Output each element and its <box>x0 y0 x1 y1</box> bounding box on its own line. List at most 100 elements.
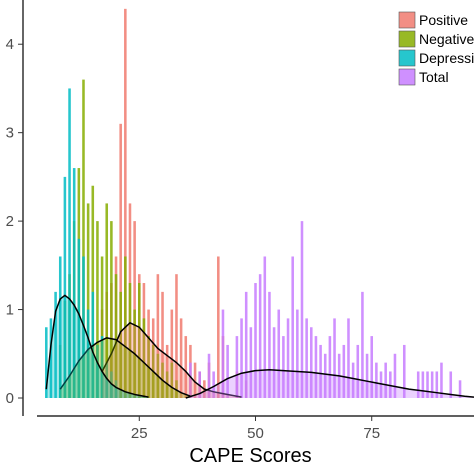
density-area-positive <box>102 322 242 398</box>
bar-total-42 <box>416 371 420 398</box>
bar-positive-6 <box>124 8 127 398</box>
density-line-depression <box>45 294 149 398</box>
legend-label-depression: Depression <box>419 50 474 66</box>
y-tick-label: 1 <box>6 302 14 319</box>
bar-depression-15 <box>114 380 118 398</box>
bar-depression-4 <box>63 176 67 398</box>
bar-total-45 <box>430 371 434 398</box>
bar-positive-16 <box>170 309 174 398</box>
y-axis-ticks: 0 1 2 3 4 <box>6 36 23 407</box>
bar-positive-25 <box>217 256 220 398</box>
bar-total-23 <box>314 336 318 398</box>
bar-total-13 <box>268 291 271 398</box>
legend-label-total: Total <box>419 69 449 85</box>
bar-negative-18 <box>142 318 146 398</box>
y-tick-label: 3 <box>6 125 14 142</box>
bar-total-41 <box>402 344 406 398</box>
bar-total-29 <box>342 344 346 398</box>
bar-total-30 <box>347 318 350 398</box>
bar-total-16 <box>282 336 285 398</box>
bar-total-6 <box>235 336 239 398</box>
bar-depression-5 <box>68 88 71 398</box>
bar-total-11 <box>258 274 262 398</box>
legend-label-negative: Negative <box>419 31 474 47</box>
x-axis-ticks: 25 50 75 <box>131 416 380 442</box>
bar-total-49 <box>458 380 462 398</box>
density-line-negative <box>59 337 191 397</box>
bar-total-46 <box>435 371 439 398</box>
bar-total-5 <box>226 344 229 398</box>
bar-total-4 <box>221 309 225 398</box>
bar-total-24 <box>319 344 322 398</box>
legend-swatch-depression <box>398 49 416 67</box>
bar-total-34 <box>365 353 369 398</box>
bar-total-15 <box>277 309 281 398</box>
bar-total-17 <box>286 318 290 398</box>
bar-total-39 <box>389 371 392 398</box>
bar-total-47 <box>440 362 443 398</box>
x-tick-label: 25 <box>131 425 148 442</box>
bar-depression-3 <box>58 256 62 398</box>
bar-depression-13 <box>105 362 109 398</box>
x-tick-label: 50 <box>247 425 264 442</box>
bar-positive-13 <box>156 274 160 398</box>
density-line-total <box>185 368 474 399</box>
bar-total-44 <box>426 371 429 398</box>
bar-total-33 <box>361 291 364 398</box>
bar-depression-6 <box>72 168 76 398</box>
bar-total-31 <box>351 362 355 398</box>
bar-positive-5 <box>119 123 122 399</box>
bar-total-25 <box>323 353 327 398</box>
bar-depression-9 <box>86 309 90 398</box>
bar-total-18 <box>291 256 294 398</box>
bar-positive-21 <box>193 362 197 398</box>
bar-total-8 <box>244 291 248 398</box>
bar-total-22 <box>310 327 313 398</box>
bar-positive-17 <box>175 274 178 398</box>
bar-positive-14 <box>161 291 164 398</box>
bar-total-48 <box>449 371 453 398</box>
histogram-bars <box>45 8 462 399</box>
bar-positive-18 <box>179 318 183 398</box>
x-tick-label: 75 <box>363 425 380 442</box>
y-tick-label: 4 <box>6 36 14 53</box>
bar-negative-5 <box>82 79 85 398</box>
bar-depression-0 <box>45 327 48 398</box>
bar-total-2 <box>207 353 211 398</box>
bar-negative-6 <box>86 203 90 398</box>
bar-depression-2 <box>54 291 57 398</box>
bar-total-43 <box>421 371 425 398</box>
bar-total-10 <box>254 283 257 398</box>
y-tick-label: 2 <box>6 213 14 230</box>
legend-swatch-total <box>398 68 416 86</box>
bar-depression-11 <box>96 344 99 398</box>
bar-total-32 <box>356 344 360 398</box>
legend-swatch-positive <box>398 11 416 29</box>
bar-total-3 <box>212 371 215 398</box>
bar-total-40 <box>393 353 397 398</box>
x-axis-title: CAPE Scores <box>189 445 311 467</box>
bar-total-27 <box>333 318 336 398</box>
bar-total-36 <box>375 362 378 398</box>
bar-total-38 <box>384 362 387 398</box>
bar-negative-13 <box>119 291 122 398</box>
legend: Positive Negative Depression Total <box>398 11 474 86</box>
bar-negative-8 <box>96 221 99 398</box>
bar-total-35 <box>370 336 374 398</box>
density-area-depression <box>46 295 149 398</box>
legend-label-positive: Positive <box>419 12 468 28</box>
bar-negative-12 <box>114 274 118 398</box>
bar-total-37 <box>379 371 383 398</box>
bar-depression-7 <box>77 238 81 398</box>
bar-total-19 <box>296 309 299 398</box>
bar-total-20 <box>300 221 304 398</box>
bar-positive-19 <box>184 336 188 398</box>
bar-total-0 <box>189 362 192 398</box>
bar-total-21 <box>305 318 308 398</box>
bar-negative-24 <box>170 362 174 398</box>
legend-swatch-negative <box>398 30 416 48</box>
bar-negative-11 <box>110 221 113 398</box>
density-line-positive <box>101 322 242 398</box>
y-tick-label: 0 <box>6 390 14 407</box>
